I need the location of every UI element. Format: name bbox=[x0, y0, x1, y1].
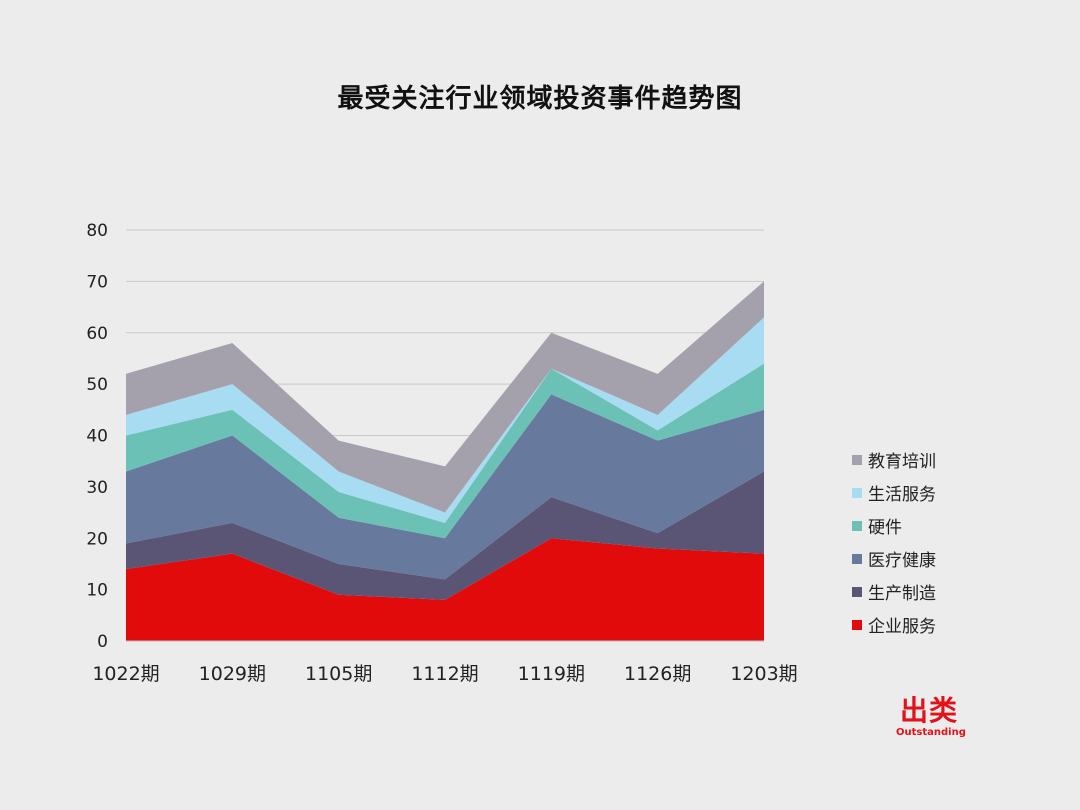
y-tick-label: 0 bbox=[97, 632, 108, 652]
x-tick-label: 1022期 bbox=[92, 663, 159, 685]
legend-item: 医疗健康 bbox=[852, 542, 936, 575]
legend-label: 硬件 bbox=[868, 518, 902, 538]
area-series-1 bbox=[126, 471, 764, 600]
legend-swatch bbox=[852, 520, 862, 531]
y-tick-label: 70 bbox=[86, 272, 108, 292]
x-tick-label: 1203期 bbox=[730, 663, 797, 685]
y-tick-label: 50 bbox=[86, 375, 108, 395]
x-axis-ticks: 1022期 1029期 1105期 1112期 1119期 1126期 1203期 bbox=[92, 663, 797, 685]
x-tick-label: 1112期 bbox=[411, 663, 478, 685]
legend-swatch bbox=[852, 454, 862, 465]
y-tick-label: 80 bbox=[86, 221, 108, 241]
x-tick-label: 1126期 bbox=[624, 663, 691, 685]
legend-label: 生活服务 bbox=[868, 485, 936, 505]
legend-label: 医疗健康 bbox=[868, 551, 936, 571]
brand-logo: 出类 Outstanding bbox=[896, 694, 966, 739]
area-series bbox=[126, 281, 764, 642]
area-series-4 bbox=[126, 317, 764, 523]
area-series-2 bbox=[126, 394, 764, 580]
legend-swatch bbox=[852, 487, 862, 498]
y-tick-label: 10 bbox=[86, 581, 108, 601]
legend-item: 生产制造 bbox=[852, 575, 936, 608]
y-tick-label: 30 bbox=[86, 478, 108, 498]
chart-title: 最受关注行业领域投资事件趋势图 bbox=[337, 84, 743, 114]
legend-label: 企业服务 bbox=[868, 617, 936, 637]
area-series-3 bbox=[126, 363, 764, 539]
legend-item: 硬件 bbox=[852, 509, 936, 542]
y-axis-ticks: 0 10 20 30 40 50 60 70 80 bbox=[86, 221, 108, 652]
brand-subtitle: Outstanding bbox=[896, 727, 966, 738]
area-series-5 bbox=[126, 281, 764, 513]
legend: 教育培训生活服务硬件医疗健康生产制造企业服务 bbox=[852, 443, 936, 641]
y-tick-label: 20 bbox=[86, 529, 108, 549]
area-series-0 bbox=[126, 538, 764, 641]
brand-mark: 出类 bbox=[899, 694, 958, 727]
legend-swatch bbox=[852, 619, 862, 630]
legend-label: 生产制造 bbox=[868, 584, 936, 604]
legend-label: 教育培训 bbox=[868, 452, 936, 472]
legend-item: 生活服务 bbox=[852, 476, 936, 509]
legend-swatch bbox=[852, 586, 862, 597]
x-tick-label: 1105期 bbox=[305, 663, 372, 685]
x-tick-label: 1119期 bbox=[518, 663, 585, 685]
x-tick-label: 1029期 bbox=[199, 663, 266, 685]
y-tick-label: 40 bbox=[86, 427, 108, 447]
legend-swatch bbox=[852, 553, 862, 564]
y-tick-label: 60 bbox=[86, 324, 108, 344]
legend-item: 教育培训 bbox=[852, 443, 936, 476]
legend-item: 企业服务 bbox=[852, 608, 936, 641]
